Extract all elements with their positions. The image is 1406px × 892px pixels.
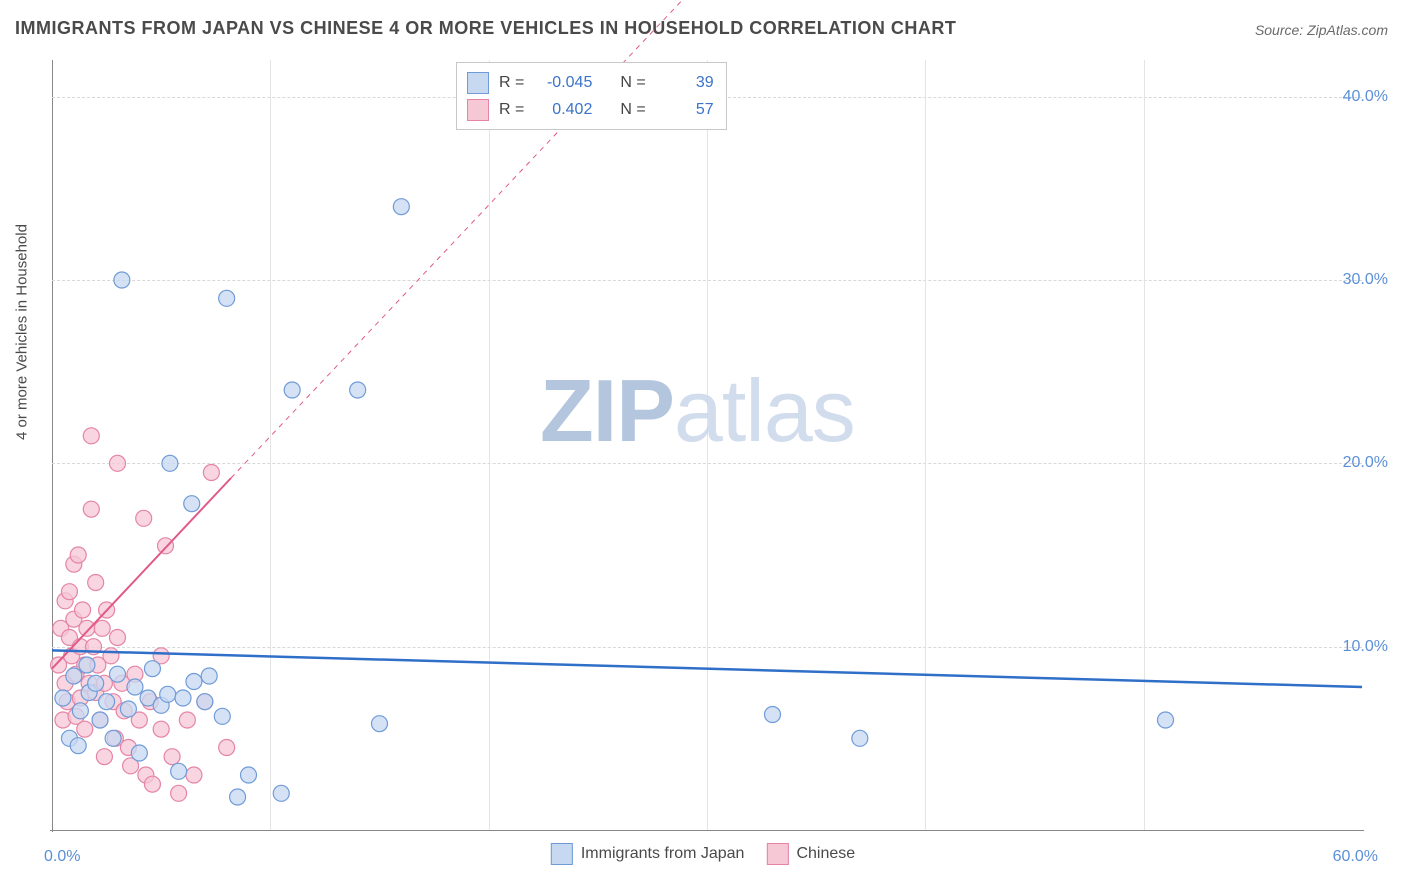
n-label: N = (620, 69, 645, 96)
swatch-japan (551, 843, 573, 865)
swatch-japan (467, 72, 489, 94)
stats-legend-box: R = -0.045 N = 39 R = 0.402 N = 57 (456, 62, 727, 130)
y-axis-label: 4 or more Vehicles in Household (14, 224, 31, 440)
n-value-chinese: 57 (656, 96, 714, 123)
stats-row-japan: R = -0.045 N = 39 (467, 69, 714, 96)
r-label: R = (499, 96, 524, 123)
legend-label-chinese: Chinese (796, 845, 855, 863)
n-label: N = (620, 96, 645, 123)
n-value-japan: 39 (656, 69, 714, 96)
chart-title: IMMIGRANTS FROM JAPAN VS CHINESE 4 OR MO… (15, 18, 956, 39)
source-attribution: Source: ZipAtlas.com (1255, 22, 1388, 38)
x-axis-legend: Immigrants from Japan Chinese (551, 843, 855, 865)
scatter-plot (52, 60, 1362, 830)
legend-label-japan: Immigrants from Japan (581, 845, 745, 863)
legend-item-japan: Immigrants from Japan (551, 843, 745, 865)
r-value-chinese: 0.402 (534, 96, 592, 123)
legend-item-chinese: Chinese (766, 843, 855, 865)
x-tick-min: 0.0% (44, 848, 80, 866)
r-value-japan: -0.045 (534, 69, 592, 96)
swatch-chinese (467, 99, 489, 121)
swatch-chinese (766, 843, 788, 865)
stats-row-chinese: R = 0.402 N = 57 (467, 96, 714, 123)
x-tick-max: 60.0% (1333, 848, 1378, 866)
x-axis-line (50, 830, 1364, 831)
r-label: R = (499, 69, 524, 96)
